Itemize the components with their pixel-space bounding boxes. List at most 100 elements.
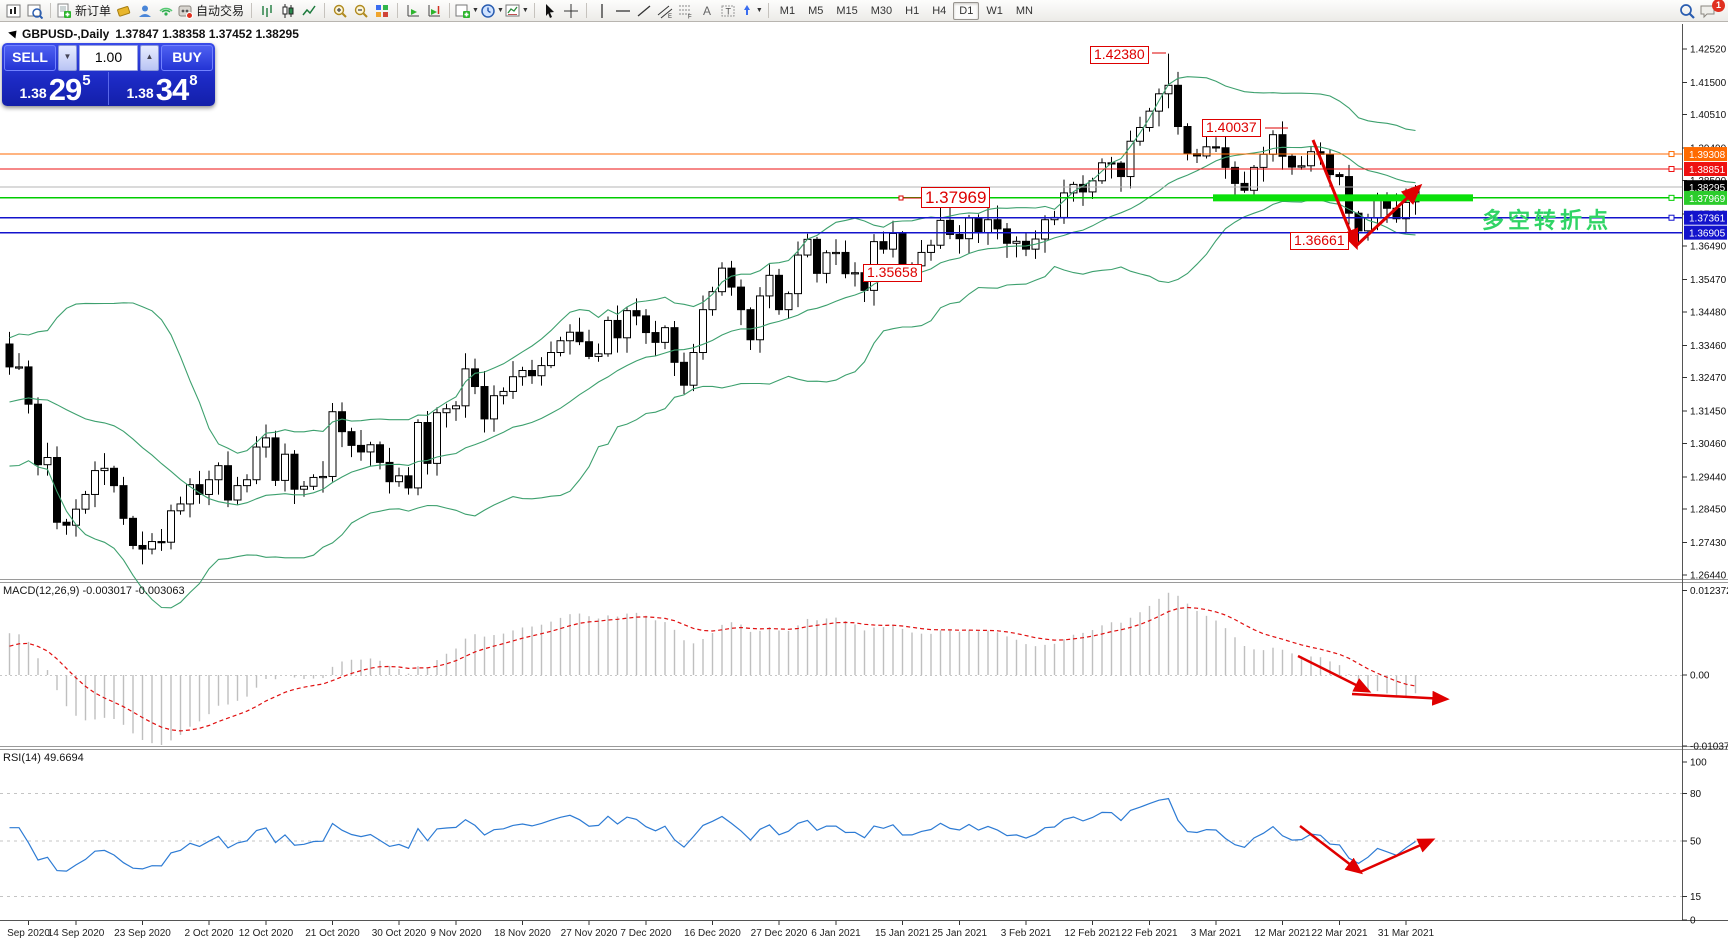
- support-zone-bar[interactable]: [1213, 194, 1473, 202]
- bar-chart-mode-icon[interactable]: [257, 1, 277, 21]
- timeframe-MN[interactable]: MN: [1015, 4, 1033, 17]
- svg-text:T: T: [725, 6, 731, 16]
- rsi-name: RSI(14): [3, 752, 41, 764]
- signals-icon[interactable]: [156, 1, 176, 21]
- svg-text:3 Mar 2021: 3 Mar 2021: [1191, 928, 1242, 939]
- horizontal-lines[interactable]: [0, 151, 1682, 234]
- trend-arrow[interactable]: [1297, 654, 1372, 693]
- sell-button[interactable]: SELL: [4, 45, 56, 71]
- svg-text:12 Feb 2021: 12 Feb 2021: [1064, 928, 1121, 939]
- cursor-tool-button[interactable]: [540, 1, 560, 21]
- dropdown-caret: ▼: [755, 7, 763, 14]
- svg-text:0.00: 0.00: [1690, 671, 1710, 682]
- buy-price[interactable]: 1.38 34 8: [108, 72, 215, 105]
- price-label-box[interactable]: 1.42380: [1090, 46, 1149, 64]
- notifications-button[interactable]: 1: [1698, 0, 1725, 21]
- svg-text:3 Feb 2021: 3 Feb 2021: [1001, 928, 1052, 939]
- new-order-label: 新订单: [75, 4, 112, 18]
- new-order-button[interactable]: 新订单: [56, 1, 113, 21]
- timeframe-H4[interactable]: H4: [932, 4, 947, 17]
- zoom-out-icon[interactable]: [351, 1, 371, 21]
- candle-chart-mode-icon[interactable]: [278, 1, 298, 21]
- svg-text:15 Jan 2021: 15 Jan 2021: [875, 928, 930, 939]
- buy-price-pips: 34: [155, 72, 189, 107]
- sell-price[interactable]: 1.38 29 5: [2, 72, 108, 105]
- macd-value-signal: -0.003063: [135, 585, 185, 597]
- chart-shift-icon[interactable]: [424, 1, 444, 21]
- period-dropdown-button[interactable]: ▼: [480, 1, 504, 21]
- zoom-in-icon[interactable]: [330, 1, 350, 21]
- autotrade-button[interactable]: 自动交易: [177, 1, 246, 21]
- volume-decrease-button[interactable]: ▼: [58, 45, 77, 71]
- separator: [449, 3, 451, 18]
- sell-price-figure: 1.38: [19, 85, 47, 101]
- price-axis-badge: 1.38851: [1684, 161, 1727, 176]
- timeframe-M30[interactable]: M30: [870, 4, 893, 17]
- arrows-tool-dropdown-button[interactable]: ▼: [739, 1, 763, 21]
- price-label-box[interactable]: 1.37969: [921, 187, 991, 209]
- volume-increase-button[interactable]: ▲: [140, 45, 159, 71]
- svg-text:9 Nov 2020: 9 Nov 2020: [430, 928, 482, 939]
- template-dropdown-button[interactable]: ▼: [505, 1, 529, 21]
- timeframe-M15[interactable]: M15: [836, 4, 858, 17]
- macd-name: MACD(12,26,9): [3, 585, 80, 597]
- trend-arrow[interactable]: [1351, 690, 1450, 706]
- timeframe-W1[interactable]: W1: [986, 4, 1003, 17]
- vertical-line-tool-button[interactable]: [592, 1, 612, 21]
- new-chart-dropdown-button[interactable]: ▼: [455, 1, 479, 21]
- metaeditor-icon[interactable]: [114, 1, 134, 21]
- trend-arrow[interactable]: [1311, 139, 1359, 251]
- svg-text:12 Mar 2021: 12 Mar 2021: [1254, 928, 1311, 939]
- svg-text:50: 50: [1690, 837, 1702, 848]
- timeframe-H1[interactable]: H1: [905, 4, 920, 17]
- search-icon[interactable]: [1677, 1, 1697, 21]
- svg-text:14 Sep 2020: 14 Sep 2020: [48, 928, 105, 939]
- text-label-tool-button[interactable]: T: [718, 1, 738, 21]
- svg-text:1.35470: 1.35470: [1690, 275, 1727, 286]
- timeframe-D1[interactable]: D1: [953, 1, 980, 20]
- trendline-tool-button[interactable]: [634, 1, 654, 21]
- candles: [5, 53, 1420, 565]
- auto-scroll-icon[interactable]: [403, 1, 423, 21]
- trend-arrow[interactable]: [1299, 825, 1363, 875]
- community-icon[interactable]: [135, 1, 155, 21]
- price-label-box[interactable]: 1.36661: [1290, 232, 1349, 250]
- svg-text:1.38851: 1.38851: [1689, 165, 1726, 176]
- svg-text:18 Nov 2020: 18 Nov 2020: [494, 928, 551, 939]
- svg-text:15: 15: [1690, 892, 1702, 903]
- svg-text:6 Jan 2021: 6 Jan 2021: [811, 928, 861, 939]
- sell-price-pips: 29: [48, 72, 82, 107]
- tile-windows-icon[interactable]: [372, 1, 392, 21]
- separator: [533, 3, 535, 18]
- svg-text:1.32470: 1.32470: [1690, 373, 1727, 384]
- buy-price-figure: 1.38: [126, 85, 154, 101]
- equidistant-channel-tool-button[interactable]: E: [655, 1, 675, 21]
- buy-button[interactable]: BUY: [161, 45, 213, 71]
- bb-middle: [9, 145, 1416, 506]
- price-label-box[interactable]: 1.40037: [1202, 119, 1261, 137]
- timeframe-M5[interactable]: M5: [808, 4, 824, 17]
- timeframe-M1[interactable]: M1: [779, 4, 796, 17]
- symbol-period-label: GBPUSD-,Daily: [22, 27, 110, 41]
- fibonacci-tool-button[interactable]: F: [676, 1, 696, 21]
- line-chart-mode-icon[interactable]: [299, 1, 319, 21]
- svg-text:22 Feb 2021: 22 Feb 2021: [1121, 928, 1178, 939]
- trend-arrow[interactable]: [1354, 183, 1423, 248]
- charts-window-icon[interactable]: [4, 1, 24, 21]
- volume-input[interactable]: 1.00: [79, 45, 138, 71]
- trend-arrow[interactable]: [1359, 838, 1436, 874]
- macd-label: MACD(12,26,9) -0.003017 -0.003063: [3, 585, 185, 597]
- text-tool-button[interactable]: A: [697, 1, 717, 21]
- annotation-text[interactable]: 多空转折点: [1482, 208, 1613, 233]
- profile-preview-icon[interactable]: [25, 1, 45, 21]
- price-axis-badge: 1.38295: [1684, 180, 1727, 195]
- svg-text:Sep 2020: Sep 2020: [7, 928, 50, 939]
- crosshair-tool-button[interactable]: [561, 1, 581, 21]
- price-axis-badge: 1.36905: [1684, 225, 1727, 240]
- price-label-box[interactable]: 1.35658: [863, 264, 922, 282]
- sell-price-point: 5: [82, 72, 91, 89]
- horizontal-line-tool-button[interactable]: [613, 1, 633, 21]
- toolbar: 新订单 自动交易 ▼ ▼ ▼ E F A T ▼ M1 M5 M15 M30 H1 H4 D…: [0, 0, 1728, 22]
